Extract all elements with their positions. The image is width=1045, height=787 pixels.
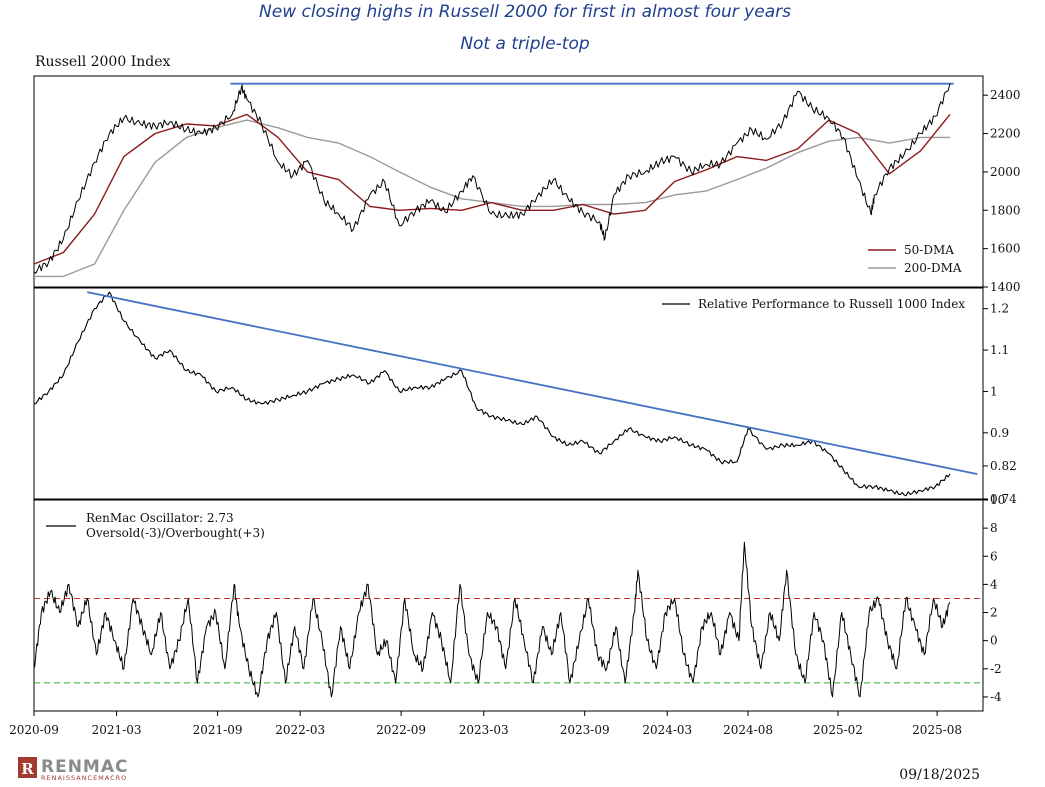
p3-y-tick-label-1: -2: [990, 662, 1002, 676]
series-200dma: [34, 119, 950, 278]
logo-subtitle: RENAISSANCEMACRO: [41, 774, 127, 782]
svg-text:R: R: [21, 760, 34, 778]
series-relative-performance: [33, 291, 951, 497]
legend-oscillator-label: RenMac Oscillator: 2.73: [86, 511, 234, 525]
date-stamp: 09/18/2025: [899, 767, 980, 783]
x-tick-label-3: 2022-03: [275, 723, 325, 737]
x-tick-label-5: 2023-03: [459, 723, 509, 737]
p1-y-tick-label-5: 2400: [990, 88, 1021, 102]
legend-200dma-label: 200-DMA: [904, 261, 962, 275]
logo-mark: [18, 757, 37, 778]
panel-1-frame: [33, 75, 984, 288]
p1-y-tick-label-2: 1800: [990, 203, 1021, 217]
x-tick-label-7: 2024-03: [642, 723, 692, 737]
p3-y-tick-label-2: 0: [990, 634, 998, 648]
p1-y-tick-label-3: 2000: [990, 165, 1021, 179]
renmac-logo: R RENMAC RENAISSANCEMACRO: [18, 757, 128, 782]
legend-50dma-label: 50-DMA: [904, 243, 954, 257]
series-50dma: [33, 113, 951, 265]
p2-y-tick-label-3: 1: [990, 384, 998, 398]
relative-downtrend-line: [87, 291, 978, 476]
legend-oscillator-sublabel: Oversold(-3)/Overbought(+3): [86, 526, 265, 540]
p2-y-tick-label-4: 1.1: [990, 343, 1009, 357]
x-tick-label-4: 2022-09: [376, 723, 426, 737]
p1-y-tick-label-4: 2200: [990, 127, 1021, 141]
header-line-2: Not a triple-top: [460, 34, 590, 54]
legend-panel-1: 50-DMA 200-DMA: [868, 243, 962, 275]
x-tick-label-6: 2023-09: [560, 723, 610, 737]
x-tick-label-0: 2020-09: [9, 723, 59, 737]
p3-y-tick-label-0: -4: [990, 690, 1002, 704]
p2-y-tick-label-5: 1.2: [990, 302, 1009, 316]
header-line-1: New closing highs in Russell 2000 for fi…: [259, 2, 791, 22]
p2-y-tick-label-2: 0.9: [990, 426, 1009, 440]
p3-y-tick-label-7: 10: [990, 493, 1005, 507]
legend-panel-2: Relative Performance to Russell 1000 Ind…: [662, 297, 965, 311]
x-tick-label-9: 2025-02: [813, 723, 863, 737]
p1-y-tick-label-1: 1600: [990, 242, 1021, 256]
panel-3-frame: [33, 499, 984, 712]
legend-relative-label: Relative Performance to Russell 1000 Ind…: [698, 297, 965, 311]
p3-y-tick-label-5: 6: [990, 549, 998, 563]
x-tick-label-10: 2025-08: [912, 723, 962, 737]
p3-y-tick-label-4: 4: [990, 577, 998, 591]
x-tick-label-8: 2024-08: [723, 723, 773, 737]
panel-1-title: Russell 2000 Index: [35, 54, 170, 70]
series-russell-2000: [33, 83, 951, 274]
legend-panel-3: RenMac Oscillator: 2.73 Oversold(-3)/Ove…: [46, 511, 265, 540]
p1-y-tick-label-0: 1400: [990, 280, 1021, 294]
x-tick-label-2: 2021-09: [193, 723, 243, 737]
p2-y-tick-label-0: 0.74: [990, 492, 1017, 506]
p3-y-tick-label-3: 2: [990, 606, 998, 620]
x-tick-label-1: 2021-03: [92, 723, 142, 737]
logo-name: RENMAC: [41, 757, 128, 777]
p3-y-tick-label-6: 8: [990, 521, 998, 535]
panel-2-frame: [33, 287, 984, 500]
p2-y-tick-label-1: 0.82: [990, 459, 1017, 473]
series-renmac-oscillator: [33, 541, 951, 698]
